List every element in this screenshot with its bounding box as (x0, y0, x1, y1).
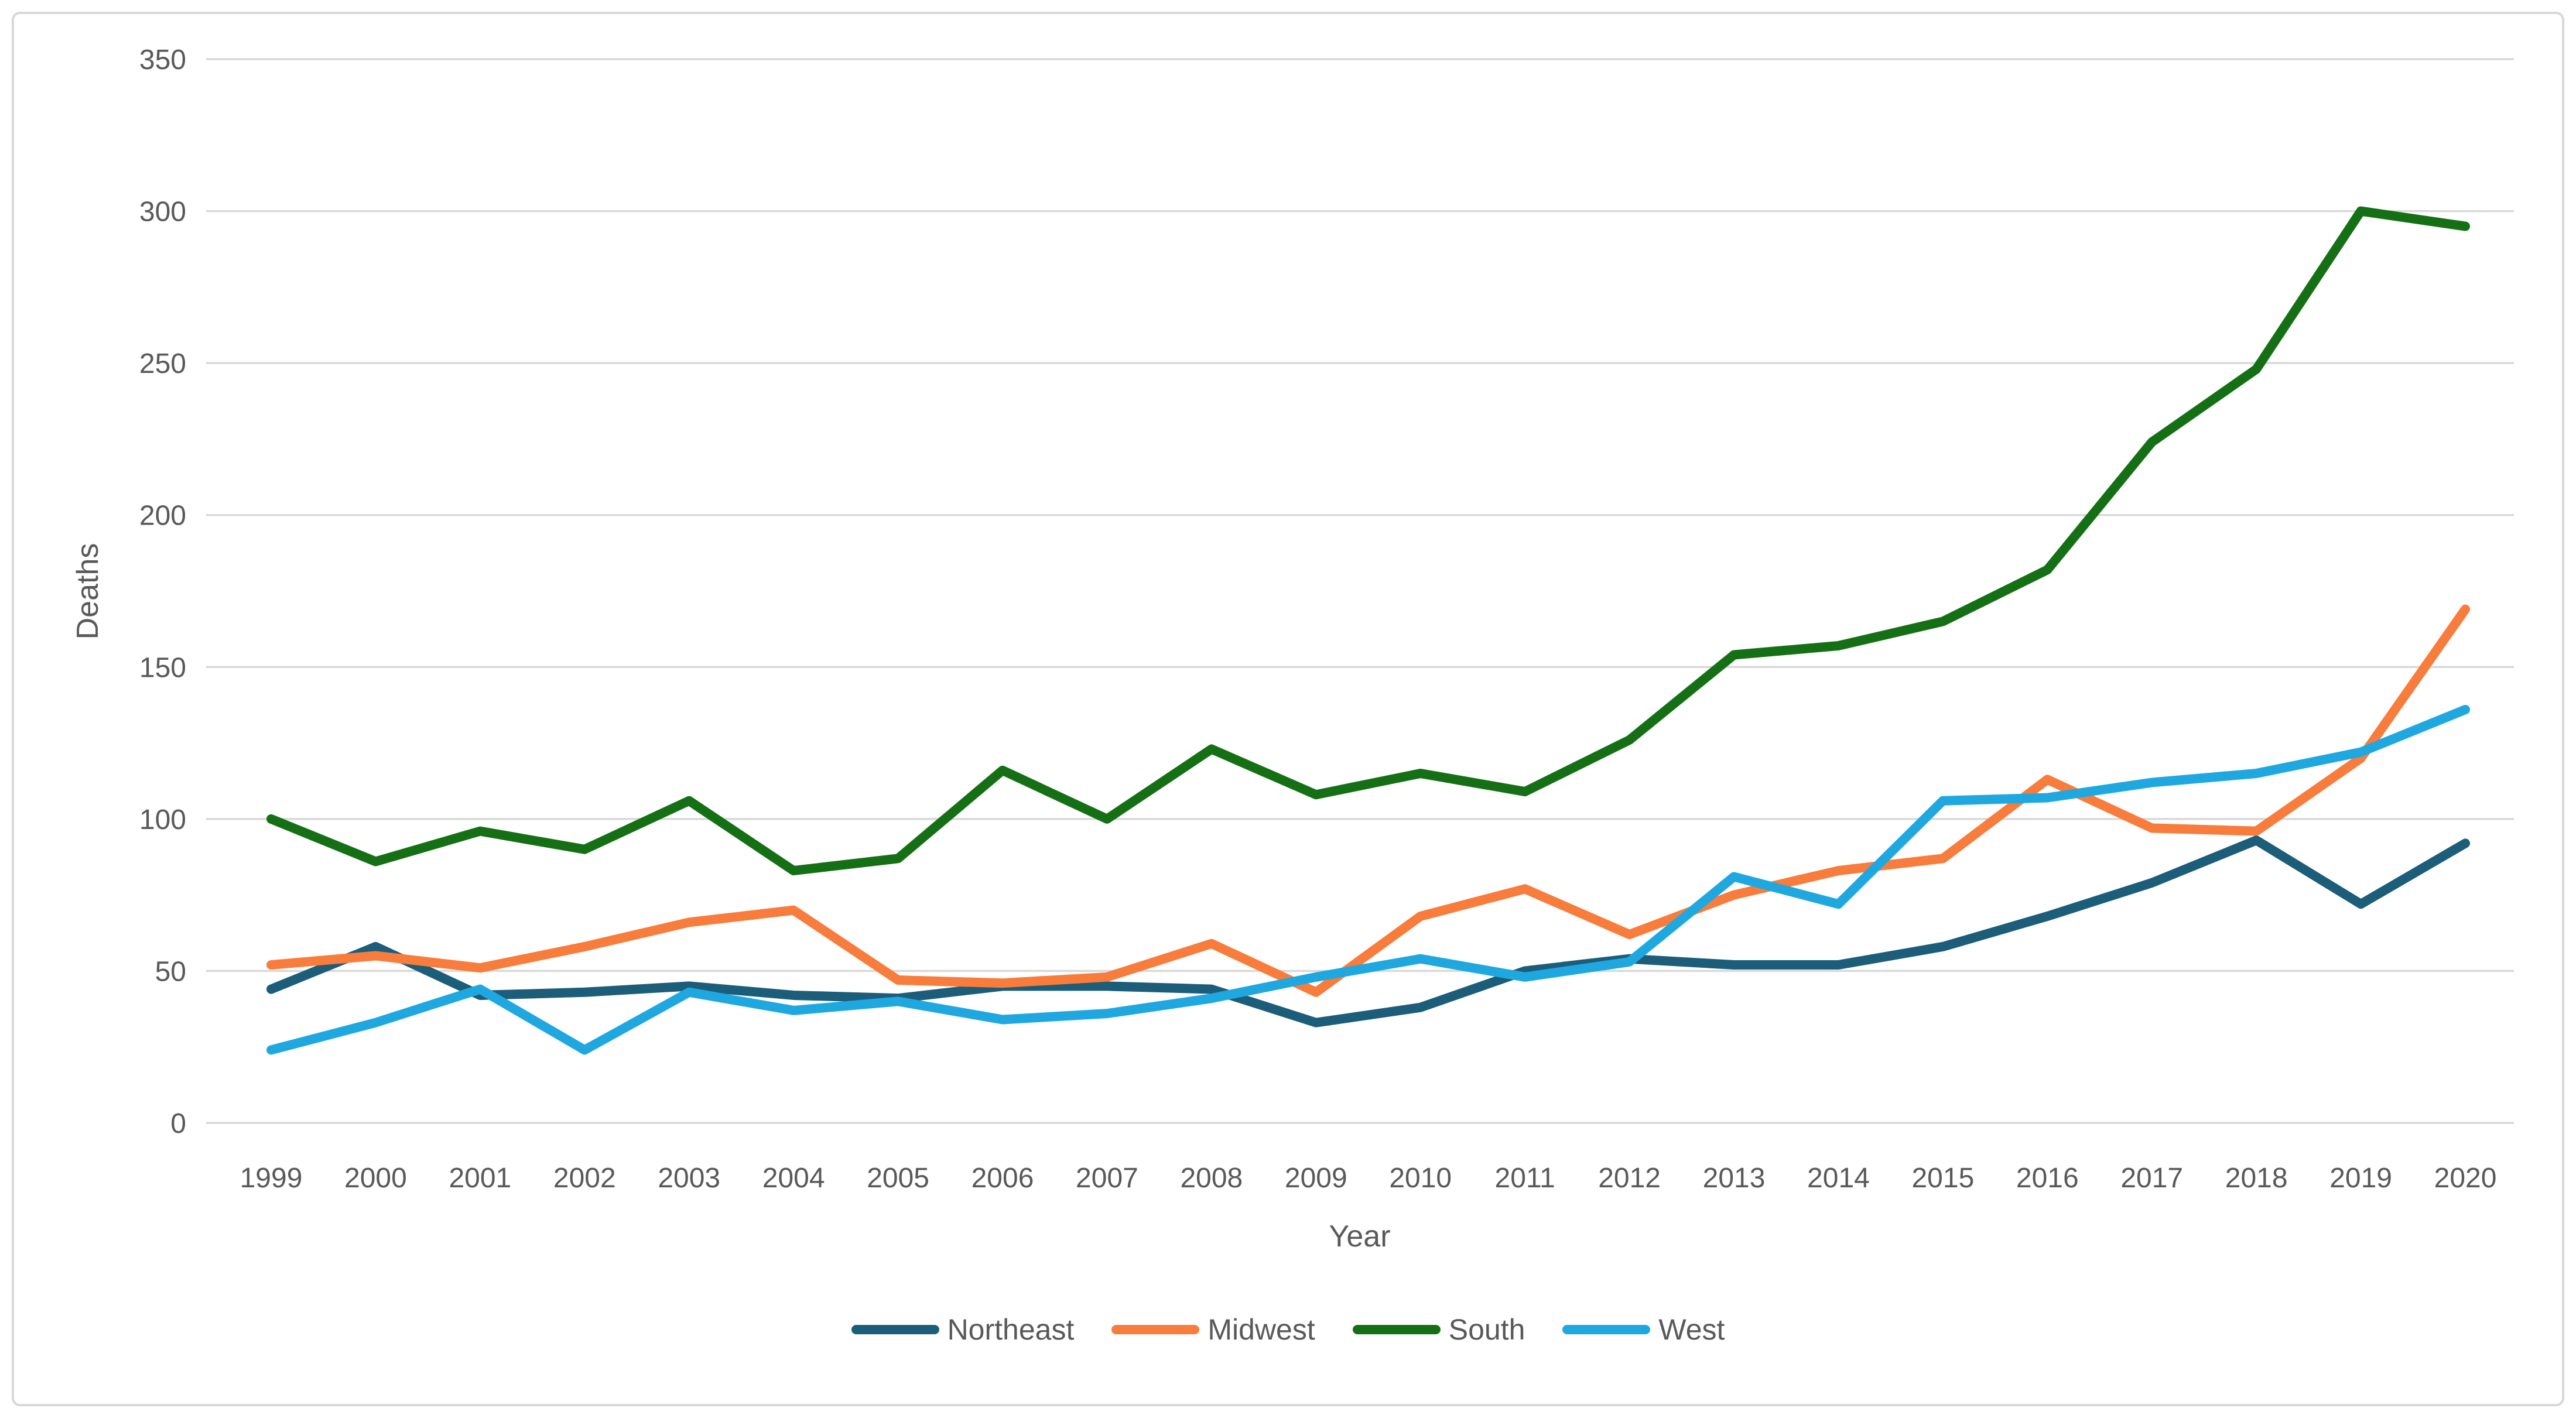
x-tick-label-2012: 2012 (1598, 1163, 1661, 1194)
legend-item-midwest: Midwest (1111, 1315, 1315, 1344)
legend-item-northeast: Northeast (851, 1313, 1075, 1346)
y-tick-label-300: 300 (139, 197, 186, 228)
legend-label-midwest: Midwest (1207, 1313, 1315, 1346)
series-line-west (266, 704, 2471, 1055)
y-tick-label-350: 350 (139, 44, 186, 76)
x-tick-label-2002: 2002 (553, 1163, 616, 1194)
y-tick-label-100: 100 (139, 804, 186, 835)
x-tick-label-2013: 2013 (1703, 1163, 1766, 1194)
legend-item-south: South (1352, 1313, 1525, 1346)
x-tick-label-2014: 2014 (1807, 1163, 1870, 1194)
x-tick-label-2001: 2001 (449, 1163, 511, 1194)
x-axis-title: Year (1329, 1220, 1391, 1253)
legend-item-west: West (1562, 1315, 1725, 1344)
x-tick-label-2003: 2003 (658, 1163, 720, 1194)
x-tick-label-2015: 2015 (1911, 1163, 1974, 1194)
legend-marker-west (1562, 1325, 1651, 1334)
x-tick-label-2008: 2008 (1180, 1163, 1243, 1194)
series-line-northeast (266, 835, 2471, 1027)
y-axis-title: Deaths (71, 543, 105, 640)
x-tick-label-2011: 2011 (1495, 1163, 1555, 1194)
x-tick-label-2018: 2018 (2225, 1163, 2288, 1194)
x-tick-label-2009: 2009 (1285, 1163, 1347, 1194)
legend-label-south: South (1448, 1313, 1525, 1346)
x-tick-label-2017: 2017 (2120, 1163, 2183, 1194)
x-tick-label-2005: 2005 (867, 1163, 929, 1194)
legend-marker-midwest (1111, 1325, 1200, 1334)
x-tick-label-2004: 2004 (762, 1163, 825, 1194)
series-line-south (266, 206, 2471, 876)
x-tick-label-2020: 2020 (2434, 1163, 2497, 1194)
legend-marker-northeast (851, 1325, 939, 1334)
x-tick-label-2006: 2006 (971, 1163, 1034, 1194)
y-tick-label-250: 250 (139, 348, 186, 379)
x-tick-label-1999: 1999 (240, 1163, 303, 1194)
x-tick-label-2016: 2016 (2016, 1163, 2079, 1194)
legend-marker-south (1352, 1325, 1441, 1334)
x-tick-label-2010: 2010 (1389, 1163, 1452, 1194)
y-tick-label-150: 150 (139, 652, 186, 683)
x-tick-label-2019: 2019 (2329, 1163, 2392, 1194)
x-tick-label-2007: 2007 (1076, 1163, 1138, 1194)
y-tick-label-50: 50 (155, 956, 186, 987)
legend-label-west: West (1658, 1313, 1725, 1346)
series-line-midwest (266, 604, 2471, 997)
y-tick-label-0: 0 (170, 1108, 186, 1139)
y-tick-label-200: 200 (139, 501, 186, 532)
legend-label-northeast: Northeast (947, 1313, 1075, 1346)
chart-legend: Northeast Midwest South West (0, 1315, 2576, 1344)
x-tick-label-2000: 2000 (344, 1163, 407, 1194)
